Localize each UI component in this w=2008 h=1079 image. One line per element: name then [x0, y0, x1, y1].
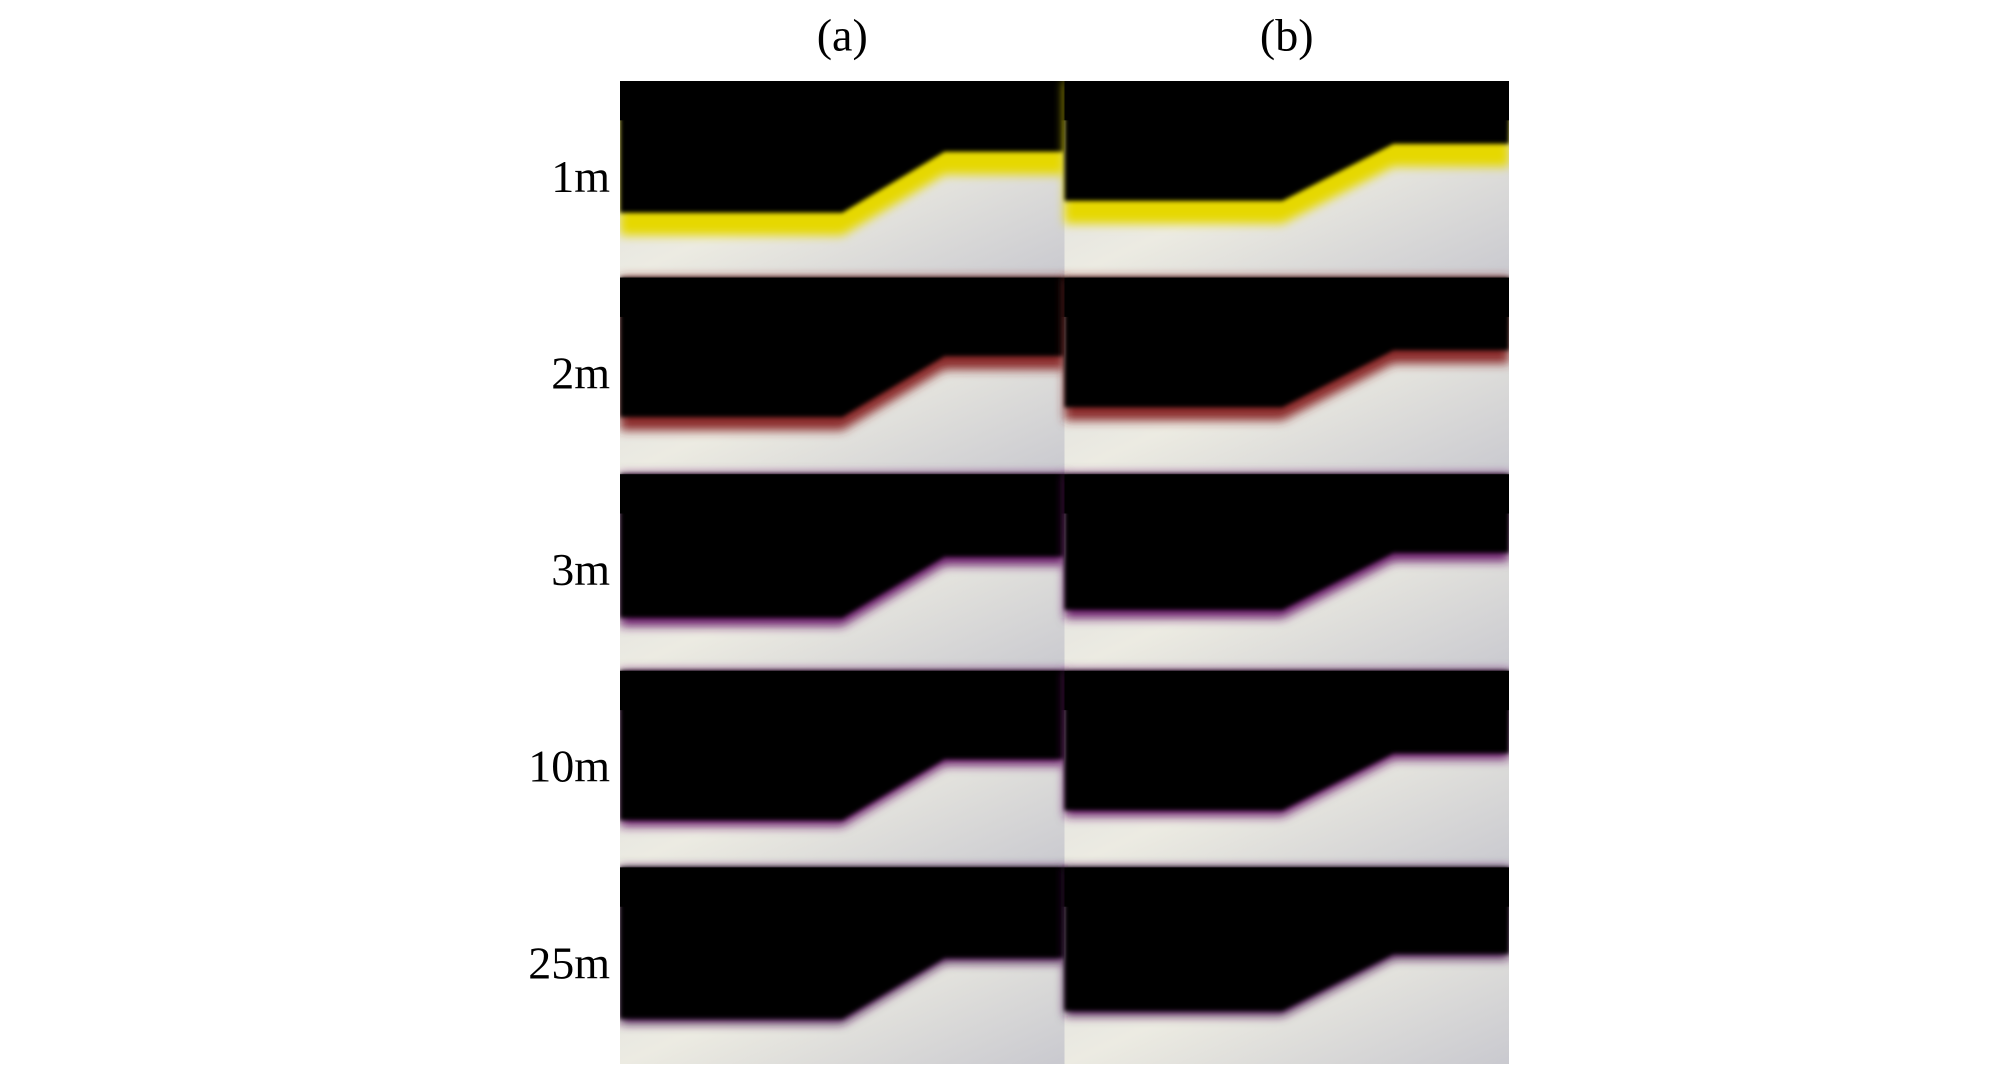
- top-fill: [620, 81, 1066, 121]
- photo-panel: [620, 474, 1066, 672]
- top-fill: [1064, 81, 1509, 121]
- top-fill: [620, 670, 1066, 711]
- top-fill: [620, 474, 1066, 514]
- photo-panel: [1064, 867, 1509, 1064]
- row-label: 10m: [528, 741, 610, 792]
- top-fill: [1064, 277, 1509, 317]
- row-label: 25m: [528, 937, 610, 988]
- photo-panel: [1064, 277, 1509, 476]
- top-fill: [620, 277, 1066, 317]
- photo-panel: [1064, 670, 1509, 869]
- photo-panel: [620, 867, 1066, 1064]
- row-label: 2m: [551, 347, 610, 398]
- photo-panel: [620, 277, 1066, 476]
- top-fill: [1064, 670, 1509, 711]
- top-fill: [1064, 474, 1509, 514]
- panel-grid: [620, 81, 1509, 1064]
- top-fill: [620, 867, 1066, 907]
- photo-panel: [620, 81, 1066, 279]
- row-label: 3m: [551, 544, 610, 595]
- row-label: 1m: [551, 151, 610, 202]
- photo-panel: [1064, 474, 1509, 672]
- column-label: (a): [817, 10, 868, 61]
- photo-panel: [620, 670, 1066, 869]
- column-label: (b): [1260, 10, 1314, 61]
- top-fill: [1064, 867, 1509, 907]
- photo-panel: [1064, 81, 1509, 279]
